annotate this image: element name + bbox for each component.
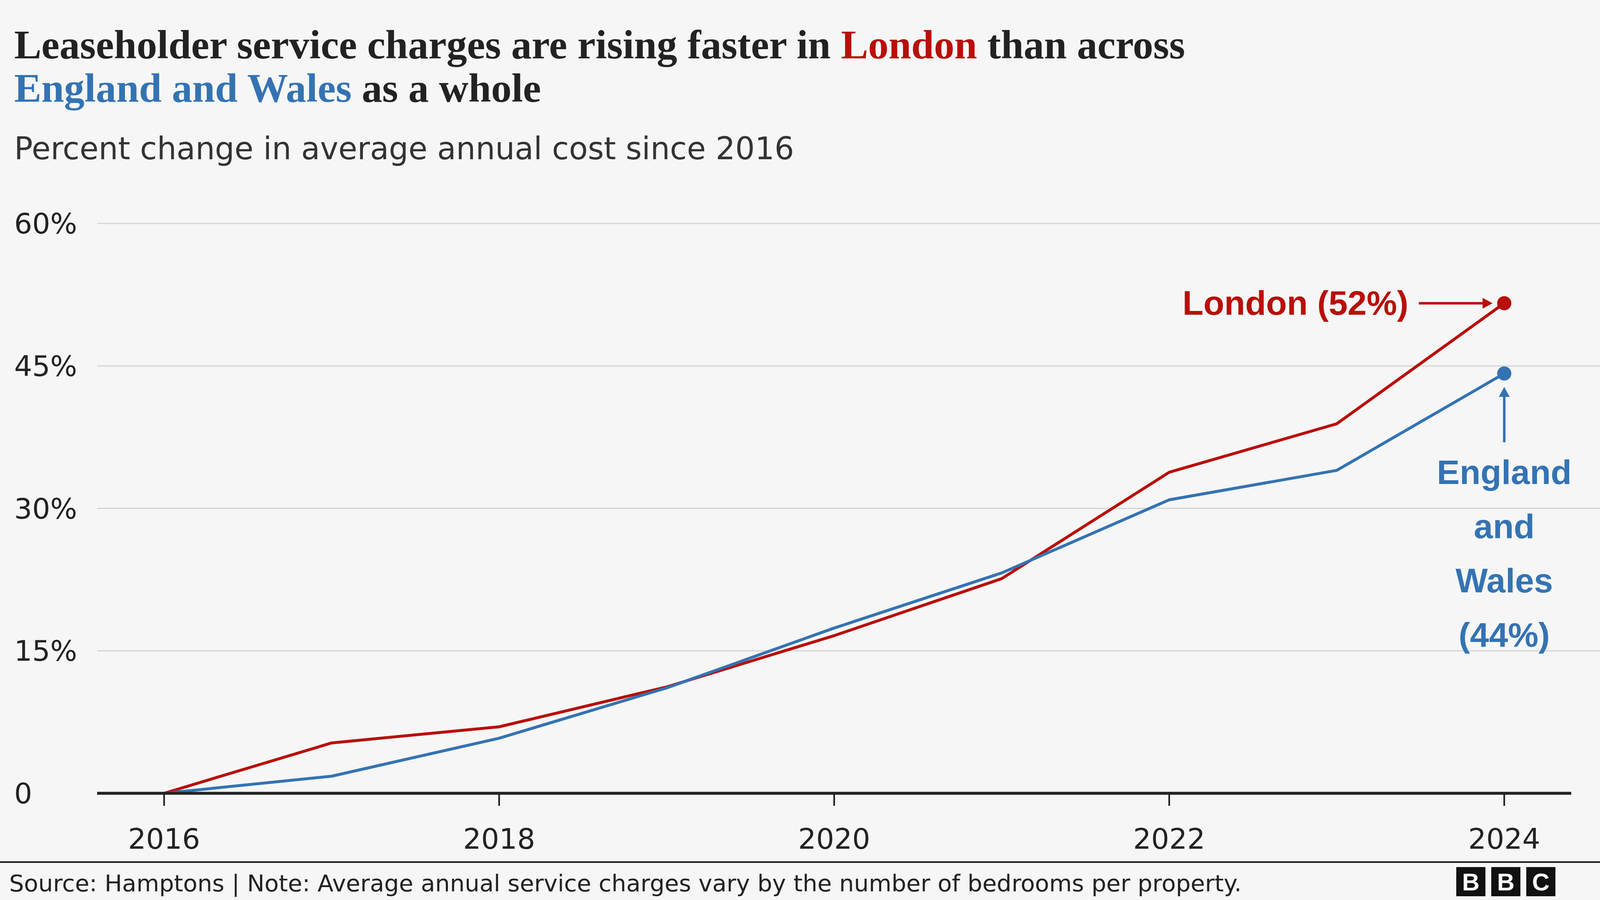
arrow-line [1418, 301, 1486, 305]
y-tick-label: 30% [14, 492, 78, 525]
title-part: Leaseholder service charges are rising f… [14, 22, 841, 68]
x-tick [498, 792, 500, 806]
x-tick-label: 2018 [462, 822, 535, 855]
annotation: London (52%) [1182, 283, 1409, 322]
title-part: as a whole [351, 65, 542, 111]
end-dot [1497, 366, 1512, 381]
x-tick [163, 792, 165, 806]
title-part: than across [977, 22, 1185, 68]
y-tick-label: 60% [14, 207, 78, 240]
x-tick-label: 2016 [127, 822, 200, 855]
source: Source: Hamptons | Note: Average annual … [9, 869, 1242, 897]
logo-letter: B [1497, 867, 1515, 895]
x-tick-label: 2022 [1133, 822, 1206, 855]
annotation: and [1473, 507, 1535, 545]
footer-rule [0, 860, 1600, 863]
end-dot [1497, 295, 1512, 310]
logo-letter: C [1532, 867, 1550, 895]
subtitle: Percent change in average annual cost si… [14, 130, 795, 167]
arrow-head [1482, 297, 1493, 309]
logo-box [1491, 866, 1521, 896]
y-tick-label: 45% [14, 349, 78, 383]
x-axis-line [97, 791, 1572, 795]
annotation: Wales [1455, 561, 1553, 600]
background [0, 0, 1600, 900]
grid-line [97, 650, 1600, 652]
arrow-line [1502, 394, 1506, 443]
x-tick [833, 792, 835, 806]
chart: Leaseholder service charges are rising f… [0, 0, 1600, 900]
y-tick-label: 15% [14, 634, 78, 668]
arrow-head [1498, 386, 1510, 397]
logo-box [1526, 866, 1556, 896]
grid-line [97, 507, 1600, 509]
plot-area [164, 295, 1512, 793]
title-part: London [840, 22, 978, 68]
x-tick [1503, 792, 1505, 806]
grid-line [97, 365, 1600, 367]
annotation: (44%) [1458, 615, 1550, 654]
logo-letter: B [1462, 867, 1480, 895]
grid-line [97, 222, 1600, 225]
y-tick-label: 0 [14, 776, 33, 810]
annotation: England [1436, 452, 1572, 491]
series-line [164, 302, 1505, 793]
title: Leaseholder service charges are rising f… [14, 22, 1185, 111]
logo-box [1456, 866, 1486, 896]
title-part: England and Wales [14, 65, 352, 111]
x-tick-label: 2020 [797, 822, 870, 855]
x-tick-label: 2024 [1468, 822, 1541, 855]
series-line [164, 373, 1505, 793]
x-tick [1168, 792, 1170, 806]
